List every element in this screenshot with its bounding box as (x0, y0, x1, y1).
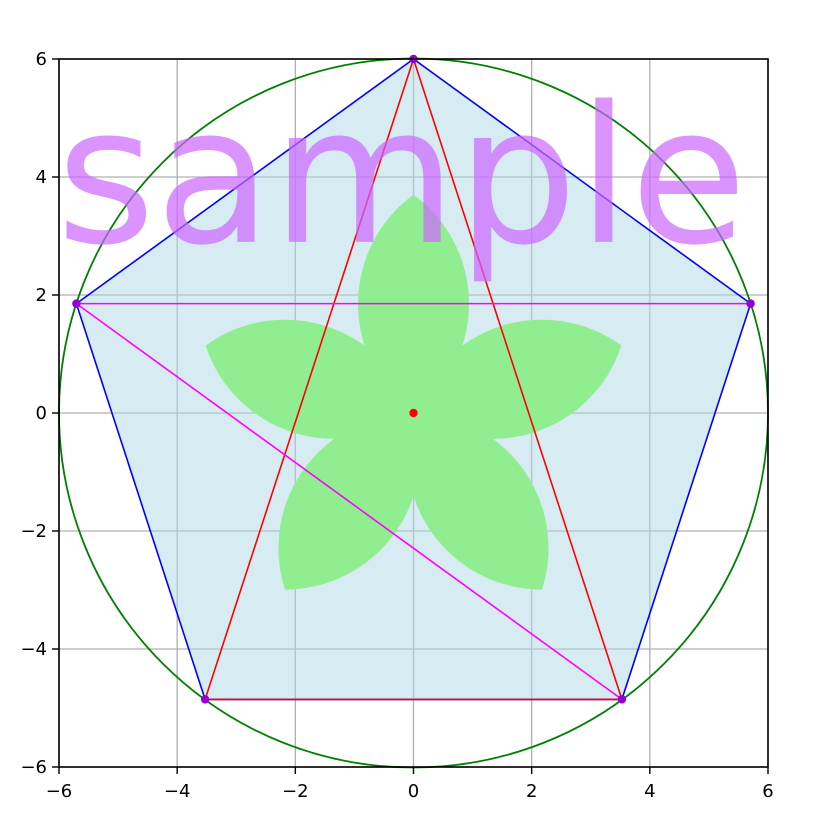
y-tick-label: 0 (36, 403, 47, 424)
x-tick-label: 6 (762, 781, 773, 802)
y-tick-label: −6 (20, 757, 47, 778)
center-point (409, 408, 418, 418)
vertex-point (72, 299, 81, 308)
vertex-point (746, 299, 755, 308)
geometry-layer (58, 54, 769, 769)
x-tick-label: −6 (46, 781, 73, 802)
flower (205, 194, 622, 590)
axis-ticks: −6 −4 −2 0 2 4 6 −6 −4 −2 0 2 4 6 (20, 49, 773, 802)
y-tick-label: 4 (36, 167, 47, 188)
sample-watermark: sample (56, 66, 747, 287)
magenta-line (75, 302, 623, 701)
x-tick-label: 0 (408, 781, 419, 802)
watermark-layer: sample (56, 66, 747, 287)
x-tick-label: −2 (282, 781, 309, 802)
x-tick-label: 2 (526, 781, 537, 802)
vertex-point (617, 695, 627, 704)
x-tick-label: −4 (164, 781, 191, 802)
x-tick-label: 4 (644, 781, 655, 802)
y-tick-label: −4 (20, 639, 47, 660)
vertex-point (200, 695, 210, 704)
y-tick-label: 2 (36, 285, 47, 306)
y-tick-label: 6 (36, 49, 47, 70)
triangle (204, 58, 623, 701)
y-tick-label: −2 (20, 521, 47, 542)
